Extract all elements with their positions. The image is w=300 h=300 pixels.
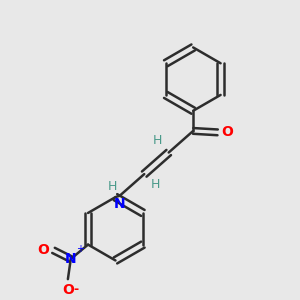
Text: H: H xyxy=(107,180,117,194)
Text: N: N xyxy=(114,197,126,211)
Text: +: + xyxy=(76,244,84,254)
Text: O: O xyxy=(62,284,74,298)
Text: H: H xyxy=(153,134,162,147)
Text: O: O xyxy=(221,125,233,140)
Text: O: O xyxy=(37,243,49,257)
Text: -: - xyxy=(74,283,79,296)
Text: H: H xyxy=(151,178,160,190)
Text: N: N xyxy=(65,252,76,266)
